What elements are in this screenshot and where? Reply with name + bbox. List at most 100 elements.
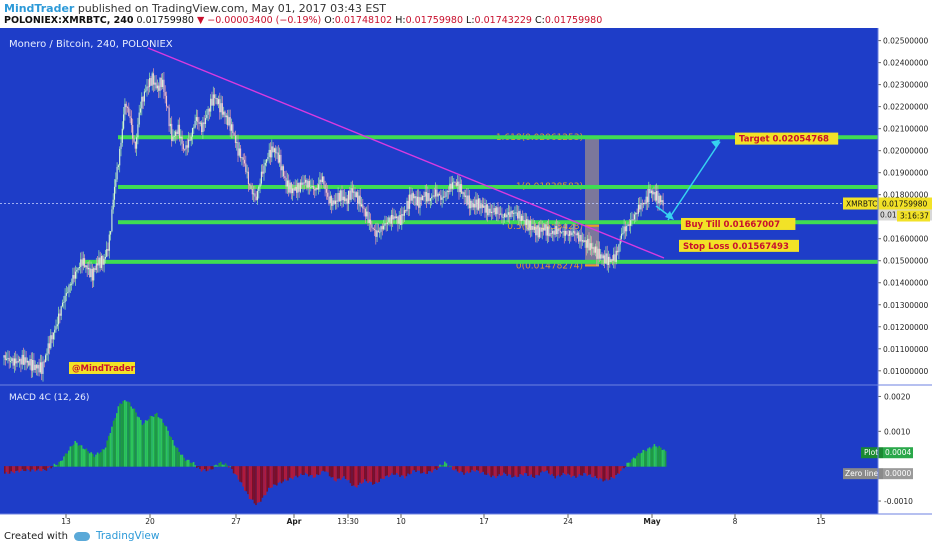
annotation-box[interactable]	[681, 217, 796, 230]
macd-bar	[82, 448, 84, 467]
level-line[interactable]	[118, 184, 878, 189]
macd-bar	[42, 466, 44, 469]
candle-body	[646, 196, 649, 203]
candle-body	[147, 86, 149, 88]
macd-bar	[111, 426, 113, 467]
candle-body	[411, 193, 413, 201]
price-chart[interactable]: Monero / Bitcoin, 240, POLONIEX 1.618(0.…	[0, 28, 932, 526]
entry-arrow-head[interactable]	[665, 211, 674, 220]
candle-body	[217, 99, 220, 105]
target-arrow-head[interactable]	[711, 139, 720, 148]
publish-header: MindTrader published on TradingView.com,…	[4, 2, 386, 15]
macd-bar	[383, 466, 385, 480]
candle-body	[422, 195, 424, 201]
level-line[interactable]	[118, 135, 878, 140]
macd-bar	[170, 437, 172, 467]
macd-bar	[437, 466, 440, 469]
time-tick-label: 17	[479, 517, 489, 526]
macd-bar	[335, 466, 337, 482]
macd-bar	[247, 466, 249, 495]
fib-range-box[interactable]	[585, 137, 599, 266]
macd-bar	[400, 466, 403, 476]
time-axis[interactable]: 13 20 27 Apr 13:30 10 17 24 May 8 15	[0, 513, 932, 526]
high-value: 0.01759980	[405, 15, 464, 26]
macd-bar	[439, 464, 441, 467]
macd-bar	[300, 466, 302, 474]
candle-body	[331, 196, 333, 206]
tradingview-brand[interactable]: TradingView	[95, 530, 160, 542]
annotation-box[interactable]	[735, 132, 839, 145]
candle-body	[178, 124, 181, 139]
candle-body	[358, 195, 360, 205]
macd-bar	[487, 466, 489, 474]
macd-bar	[468, 466, 470, 474]
price-tick-label: 0.02400000	[883, 59, 929, 68]
candle-body	[199, 122, 201, 124]
candle-body	[406, 200, 408, 212]
target-arrow-line[interactable]	[667, 141, 721, 221]
macd-bar	[367, 466, 369, 484]
candle-body	[548, 226, 550, 236]
candle-body	[332, 200, 334, 206]
watermark-box	[69, 362, 135, 374]
macd-bar	[71, 446, 73, 467]
macd-bar	[599, 466, 601, 478]
level-line[interactable]	[118, 220, 878, 225]
candle-body	[457, 181, 459, 186]
candle-body	[197, 117, 199, 122]
candle-body	[377, 230, 379, 233]
macd-bar	[240, 466, 243, 483]
plot-tag-label: Plot	[864, 448, 878, 457]
macd-bar	[519, 466, 521, 475]
macd-axis[interactable]: 0.0020 0.0010 -0.0010 Plot 0.0004 Zero line 0.…	[843, 392, 913, 506]
candle-body	[84, 258, 86, 268]
candle-body	[19, 358, 21, 362]
candle-body	[43, 361, 45, 363]
countdown-box	[897, 210, 930, 222]
author-link[interactable]: MindTrader	[4, 2, 75, 15]
annotation-box[interactable]	[679, 239, 799, 252]
candle-body	[539, 227, 541, 238]
candle-body	[151, 73, 153, 86]
candle-body	[204, 118, 207, 124]
trade-annotations[interactable]: Target 0.02054768 Buy Till 0.01667007 Stop…	[69, 132, 839, 374]
candle-body	[398, 215, 400, 224]
candle-body	[245, 163, 247, 172]
macd-bar	[223, 464, 225, 467]
candle-body	[303, 182, 305, 184]
macd-bar	[44, 466, 46, 470]
candle-body	[613, 254, 615, 261]
macd-bar	[183, 457, 185, 467]
macd-bar	[461, 466, 464, 473]
macd-bar	[522, 466, 524, 476]
candle-body	[115, 179, 117, 187]
candle-body	[345, 198, 347, 202]
macd-bar	[234, 466, 236, 475]
candle-body	[184, 149, 186, 151]
macd-bar	[210, 466, 212, 470]
candle-body	[234, 135, 236, 143]
macd-bar	[63, 456, 65, 467]
descending-trendline[interactable]	[147, 47, 665, 259]
candle-body	[367, 211, 369, 223]
candle-body	[371, 224, 373, 228]
trendline[interactable]	[147, 47, 665, 259]
candle-body	[25, 357, 27, 363]
macd-bar	[434, 466, 436, 469]
price-axis[interactable]: 0.02500000 0.02400000 0.02300000 0.02200000…	[843, 28, 932, 514]
level-line[interactable]	[118, 259, 878, 264]
macd-bar	[407, 466, 409, 474]
macd-bar	[381, 466, 384, 479]
candle-body	[477, 198, 480, 210]
candle-body	[106, 249, 108, 257]
macd-bar	[389, 466, 392, 476]
candle-body	[308, 180, 311, 188]
candle-body	[503, 213, 506, 218]
macd-bar	[143, 423, 145, 467]
macd-bar	[460, 466, 462, 472]
macd-bar	[40, 466, 43, 472]
macd-bar	[341, 466, 344, 478]
macd-bar	[13, 466, 16, 474]
macd-bar	[413, 466, 416, 471]
macd-bar	[140, 419, 142, 467]
